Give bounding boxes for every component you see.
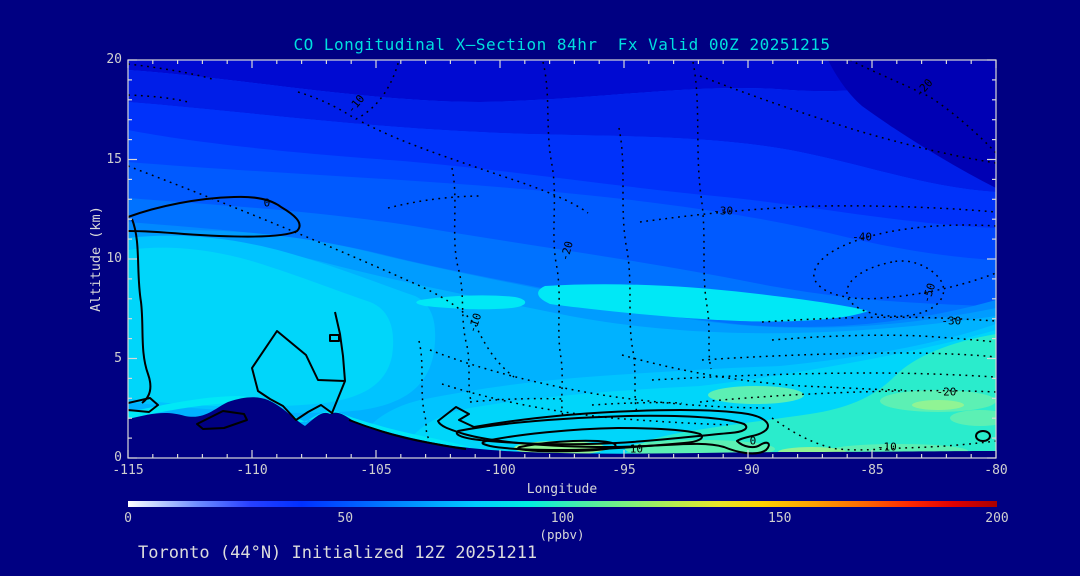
solid-contour [128, 195, 301, 238]
solid-contour [131, 218, 152, 404]
solid-contour [348, 419, 467, 450]
dotted-contour-group [128, 60, 996, 451]
dotted-contour [128, 94, 189, 103]
terrain-silhouette [128, 397, 996, 458]
dotted-contour [297, 60, 400, 120]
solid-contour [128, 397, 159, 413]
fill-band [912, 400, 964, 410]
dotted-contour [618, 127, 638, 414]
colorbar-gradient [128, 501, 997, 507]
dotted-contour [771, 334, 996, 343]
x-axis-title: Longitude [526, 482, 598, 497]
solid-contour [329, 334, 340, 342]
fill-band [828, 60, 996, 188]
fill-band [128, 102, 996, 228]
dotted-contour [771, 417, 996, 451]
solid-contour [196, 410, 248, 430]
dotted-contour [692, 61, 712, 370]
dotted-contour [128, 165, 515, 378]
solid-contour [975, 430, 991, 442]
dotted-contour [651, 372, 996, 381]
solid-contour [517, 439, 617, 453]
fill-band [950, 410, 996, 426]
fill-band-group [128, 60, 996, 458]
fill-band [416, 295, 526, 310]
solid-contour [437, 406, 770, 455]
solid-contour [251, 311, 346, 421]
fill-band [128, 60, 996, 102]
solid-contour [481, 427, 703, 451]
fill-band [538, 284, 868, 322]
fill-band [128, 247, 394, 407]
fill-band [620, 334, 996, 458]
chart-title: CO Longitudinal X—Section 84hr Fx Valid … [293, 35, 831, 54]
dotted-contour [542, 61, 564, 419]
colorbar-unit-label: (ppbv) [539, 527, 585, 542]
tick-marks-group [127, 59, 997, 459]
dotted-contour [701, 352, 996, 361]
dotted-contour [451, 167, 472, 402]
dotted-contour [699, 75, 996, 164]
solid-contour-group [128, 195, 991, 455]
dotted-contour [469, 397, 563, 403]
dotted-contour [591, 401, 683, 406]
dotted-contour [361, 121, 589, 214]
init-annotation: Toronto (44°N) Initialized 12Z 20251211 [138, 543, 538, 563]
y-axis-title: Altitude (km) [88, 206, 104, 312]
fill-band [128, 70, 996, 192]
